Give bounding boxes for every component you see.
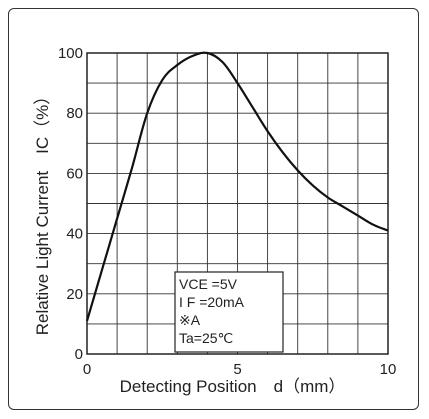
annotation-line-note: ※A	[179, 312, 201, 328]
x-tick-label: 10	[380, 361, 397, 378]
y-tick-label: 40	[66, 226, 83, 243]
x-tick-label: 0	[83, 361, 91, 378]
annotation-line-if: I F =20mA	[179, 294, 245, 310]
y-tick-label: 80	[66, 105, 83, 122]
x-tick-label: 5	[233, 361, 241, 378]
y-tick-label: 20	[66, 286, 83, 303]
annotation-box: VCE =5V I F =20mA ※A Ta=25℃	[174, 271, 284, 353]
annotation-line-vce: VCE =5V	[179, 276, 238, 292]
plot-border	[86, 52, 389, 355]
y-axis-label: Relative Light Current IC（%）	[33, 88, 52, 336]
y-tick-label: 60	[66, 165, 83, 182]
y-tick-label: 100	[58, 45, 83, 62]
y-tick-label: 0	[75, 346, 83, 363]
annotation-line-ta: Ta=25℃	[179, 330, 233, 346]
series-line	[85, 51, 389, 322]
x-axis-label: Detecting Position d（mm）	[120, 377, 346, 396]
